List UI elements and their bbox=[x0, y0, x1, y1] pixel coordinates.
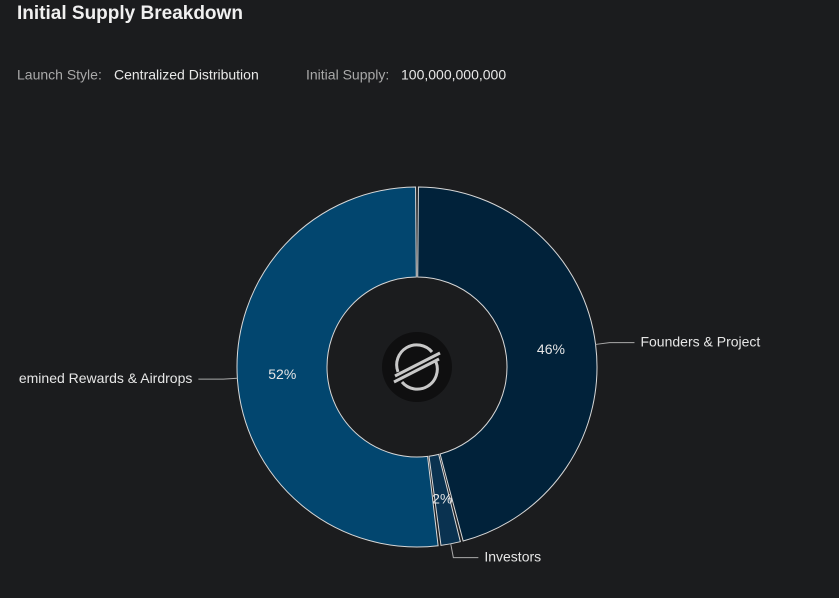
info-value: Centralized Distribution bbox=[114, 67, 259, 83]
slice bbox=[428, 453, 461, 546]
leader-line bbox=[595, 342, 635, 345]
info-value: 100,000,000,000 bbox=[401, 67, 506, 83]
center-logo bbox=[382, 332, 452, 402]
value-label: 46% bbox=[537, 341, 565, 357]
slice bbox=[236, 186, 439, 548]
category-label: Founders & Project bbox=[640, 333, 760, 349]
leader-line bbox=[198, 377, 238, 380]
info-label: Launch Style: bbox=[17, 67, 102, 83]
leader-line bbox=[450, 543, 479, 559]
category-label: emined Rewards & Airdrops bbox=[19, 370, 193, 386]
info-label: Initial Supply: bbox=[306, 67, 389, 83]
value-label: 2% bbox=[432, 490, 452, 506]
category-label: Investors bbox=[484, 548, 541, 564]
chart-title: Initial Supply Breakdown bbox=[17, 3, 243, 24]
value-label: 52% bbox=[268, 366, 296, 382]
slice bbox=[417, 186, 598, 542]
